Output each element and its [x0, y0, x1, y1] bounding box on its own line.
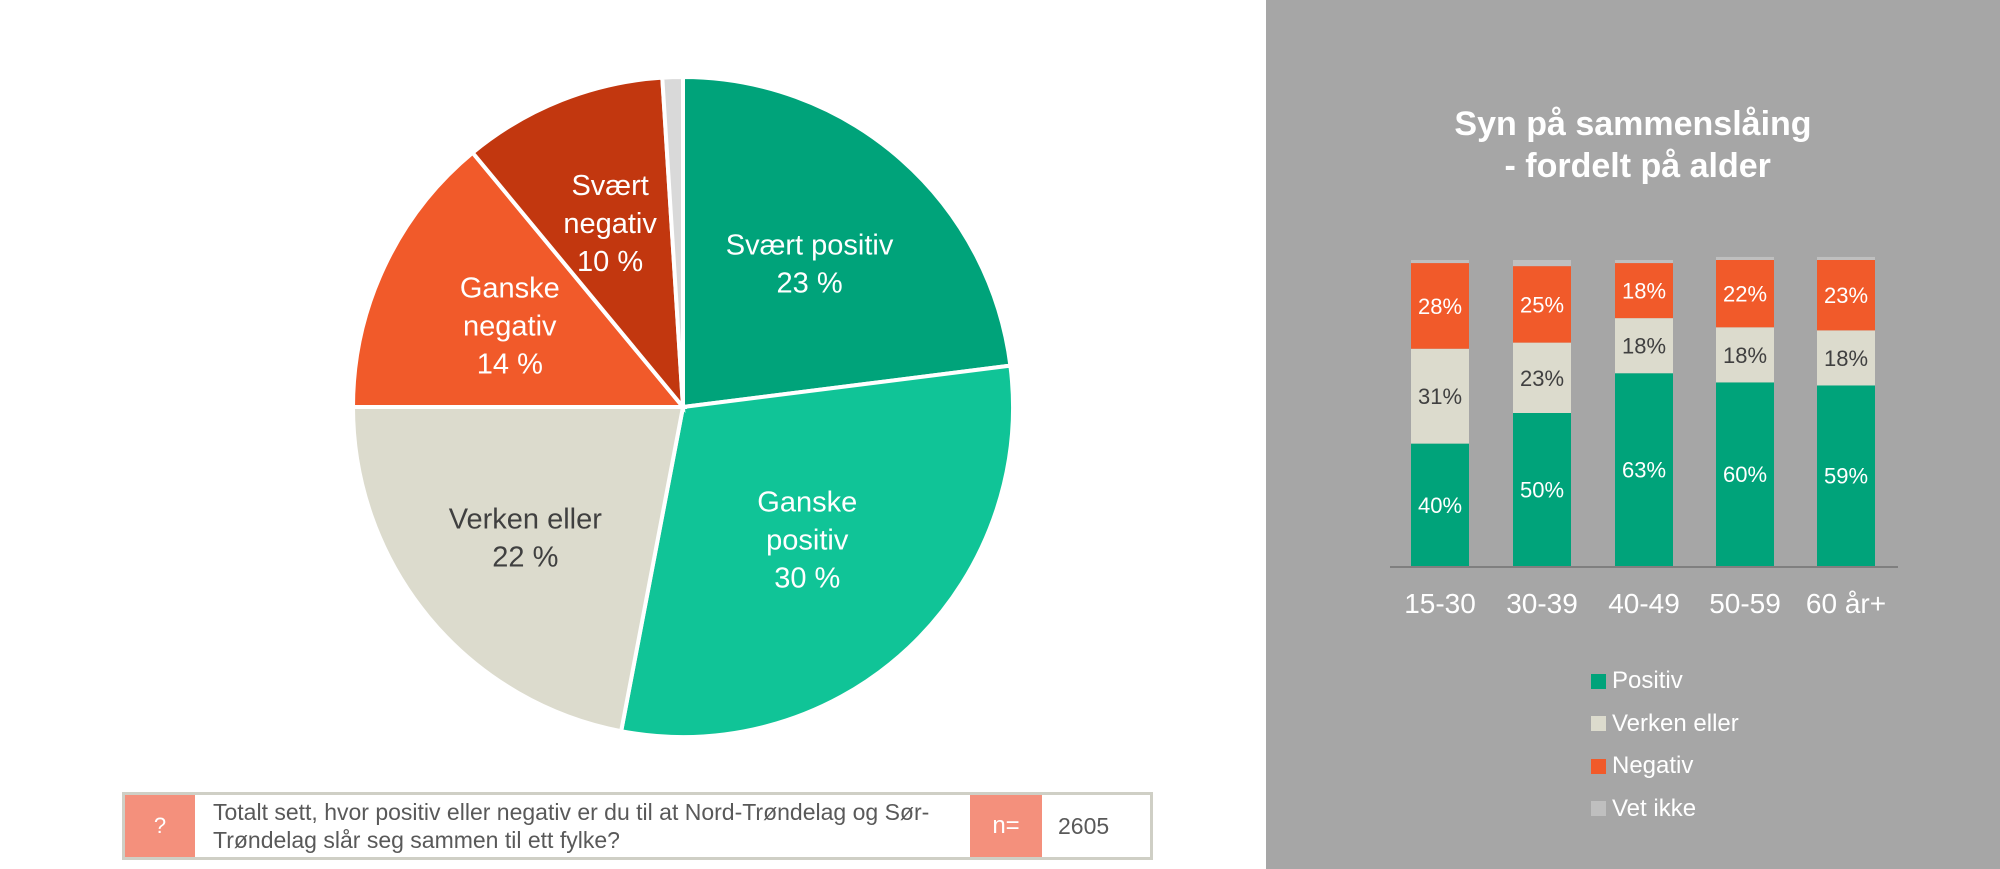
bar-label-negativ-30-39: 25%: [1520, 292, 1564, 317]
bar-segment-positiv-60-ar-: [1817, 385, 1875, 566]
bar-segment-verken-eller-40-49: [1615, 318, 1673, 374]
bar-segment-verken-eller-60-ar-: [1817, 330, 1875, 386]
legend-label-positiv: Positiv: [1612, 667, 1683, 695]
pie-slice-ganske-negativ: [350, 149, 688, 409]
bar-segment-vet-ikke-15-30: [1411, 260, 1469, 264]
stacked-bar-chart: 40% 31% 28% 15-30 50% 23% 25% 30-39 63% 18% 18% 40-…: [1390, 256, 1898, 619]
pie-label-ganske-negativ-2: 14 %: [477, 349, 543, 381]
pie-slice-vet-ikke: [660, 74, 685, 408]
bar-chart-title-line-2: - fordelt på alder: [1495, 147, 1771, 185]
bar-segment-positiv-30-39: [1513, 413, 1571, 566]
pie-label-ganske-negativ-0: Ganske: [460, 273, 560, 305]
pie-label-ganske-positiv-0: Ganske: [757, 486, 857, 518]
sample-size-value: 2605: [1058, 812, 1110, 839]
x-tick-30-39: 30-39: [1506, 588, 1578, 619]
legend-item: Negativ: [1591, 745, 1739, 788]
bar-label-verken-eller-50-59: 18%: [1723, 343, 1767, 368]
bar-label-negativ-15-30: 28%: [1418, 294, 1462, 319]
bar-segment-vet-ikke-60-ar-: [1817, 256, 1875, 260]
bar-segment-verken-eller-50-59: [1716, 327, 1774, 383]
bar-label-positiv-15-30: 40%: [1418, 493, 1462, 518]
bar-label-verken-eller-60-ar-: 18%: [1824, 346, 1868, 371]
pie-chart: Svært positiv 23 % Ganske positiv 30 % Verken…: [350, 74, 1015, 739]
x-tick-15-30: 15-30: [1404, 588, 1476, 619]
question-text: Totalt sett, hvor positiv eller negativ …: [213, 799, 930, 853]
pie-label-svaert-positiv-1: 23 %: [777, 267, 843, 299]
bar-label-positiv-40-49: 63%: [1622, 458, 1666, 483]
bar-label-verken-eller-40-49: 18%: [1622, 334, 1666, 359]
legend-label-vet-ikke: Vet ikke: [1612, 794, 1697, 822]
question-mark-cell: ?: [125, 795, 195, 857]
legend-item: Verken eller: [1591, 703, 1739, 746]
right-panel: Syn på sammenslåing - fordelt på alder 4…: [1266, 0, 2000, 869]
bar-segment-positiv-15-30: [1411, 443, 1469, 566]
bar-label-negativ-60-ar-: 23%: [1824, 283, 1868, 308]
x-tick-40-49: 40-49: [1608, 588, 1680, 619]
bar-label-positiv-50-59: 60%: [1723, 462, 1767, 487]
bar-segment-vet-ikke-40-49: [1615, 260, 1673, 264]
bar-segment-negativ-30-39: [1513, 266, 1571, 343]
bar-label-verken-eller-15-30: 31%: [1418, 384, 1462, 409]
bar-segment-positiv-40-49: [1615, 373, 1673, 566]
sample-size-label: n=: [970, 795, 1042, 857]
bar-segment-negativ-40-49: [1615, 263, 1673, 319]
pie-label-svaert-negativ-2: 10 %: [577, 246, 643, 278]
bar-segment-negativ-60-ar-: [1817, 260, 1875, 331]
pie-label-svaert-negativ-0: Svært: [571, 170, 648, 202]
legend-swatch-vet-ikke: [1591, 801, 1606, 817]
legend-label-verken-eller: Verken eller: [1612, 709, 1739, 737]
bar-segment-negativ-15-30: [1411, 263, 1469, 349]
bar-label-verken-eller-30-39: 23%: [1520, 366, 1564, 391]
bar-label-negativ-40-49: 18%: [1622, 279, 1666, 304]
bar-label-positiv-30-39: 50%: [1520, 478, 1564, 503]
bar-segment-positiv-50-59: [1716, 382, 1774, 566]
bar-chart-title-line-1: Syn på sammenslåing: [1454, 105, 1812, 143]
pie-label-ganske-positiv-1: positiv: [766, 524, 849, 556]
legend-swatch-negativ: [1591, 758, 1606, 774]
x-tick-50-59: 50-59: [1709, 588, 1781, 619]
bar-chart-title: Syn på sammenslåing - fordelt på alder: [1266, 103, 2000, 187]
bar-segment-vet-ikke-50-59: [1716, 256, 1774, 260]
question-box: ? Totalt sett, hvor positiv eller negati…: [122, 792, 1153, 860]
bar-segment-vet-ikke-30-39: [1513, 260, 1571, 267]
bar-segment-verken-eller-15-30: [1411, 348, 1469, 444]
pie-label-ganske-positiv-2: 30 %: [774, 562, 840, 594]
pie-label-svaert-negativ-1: negativ: [563, 208, 657, 240]
legend-label-negativ: Negativ: [1612, 752, 1694, 780]
pie-slice-svaert-positiv: [681, 74, 1013, 410]
bar-segment-negativ-50-59: [1716, 260, 1774, 328]
pie-label-verken-eller-0: Verken eller: [449, 503, 602, 535]
pie-label-verken-eller-1: 22 %: [492, 541, 558, 573]
legend-item: Vet ikke: [1591, 788, 1739, 831]
pie-label-ganske-negativ-1: negativ: [463, 311, 557, 343]
pie-slice-verken-eller: [350, 405, 686, 734]
pie-label-svaert-positiv-0: Svært positiv: [726, 229, 894, 261]
bar-segment-verken-eller-30-39: [1513, 342, 1571, 413]
legend-swatch-positiv: [1591, 673, 1606, 689]
bar-label-negativ-50-59: 22%: [1723, 282, 1767, 307]
pie-slice-svaert-negativ: [469, 75, 686, 414]
bar-label-positiv-60-ar-: 59%: [1824, 464, 1868, 489]
legend-item: Positiv: [1591, 660, 1739, 703]
legend: Positiv Verken eller Negativ Vet ikke: [1591, 660, 1739, 830]
legend-swatch-verken-eller: [1591, 716, 1606, 732]
left-panel: Svært positiv 23 % Ganske positiv 30 % Verken…: [122, 74, 1153, 860]
pie-slice-ganske-positiv: [618, 363, 1015, 739]
x-tick-60-ar-: 60 år+: [1806, 588, 1886, 619]
